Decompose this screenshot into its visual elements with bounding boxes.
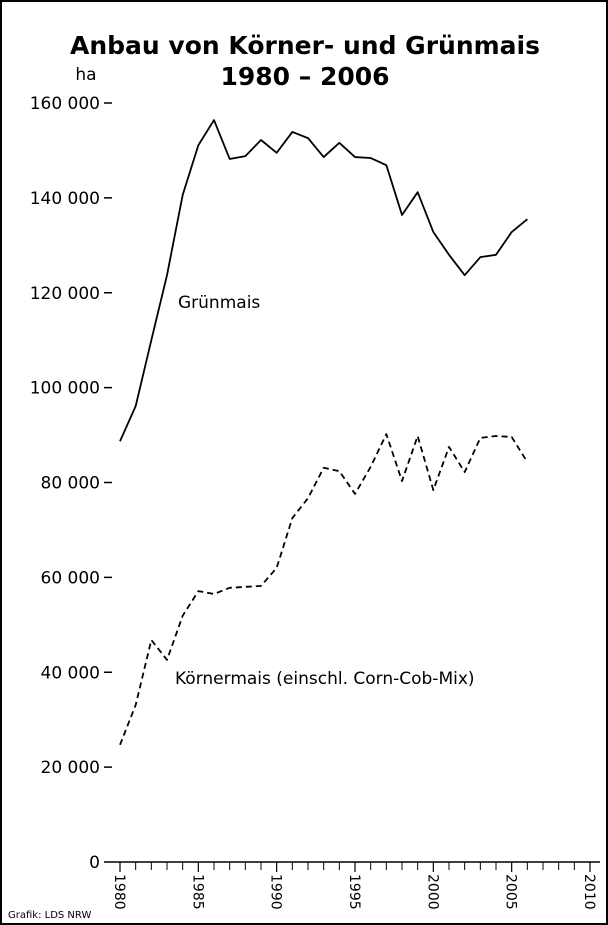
source: Grafik: LDS NRW bbox=[8, 910, 91, 921]
x-tick-label: 1985 bbox=[189, 874, 205, 910]
y-tick-label: 120 000 bbox=[30, 284, 100, 304]
y-tick-label: 40 000 bbox=[41, 663, 100, 683]
series-line bbox=[119, 433, 529, 746]
x-tick-label: 2005 bbox=[503, 874, 519, 910]
y-axis-label: ha bbox=[75, 65, 96, 85]
chart-subtitle: 1980 – 2006 bbox=[220, 62, 389, 91]
y-tick-label: 160 000 bbox=[30, 94, 100, 114]
x-tick-label: 2000 bbox=[424, 874, 440, 910]
y-tick-label: 0 bbox=[89, 853, 100, 873]
y-tick-label: 140 000 bbox=[30, 189, 100, 209]
y-tick-label: 100 000 bbox=[30, 379, 100, 399]
series-line bbox=[119, 119, 528, 442]
x-tick-label: 1980 bbox=[111, 874, 127, 910]
x-tick-label: 2010 bbox=[581, 874, 597, 910]
y-tick-label: 80 000 bbox=[41, 474, 100, 494]
x-tick-label: 1990 bbox=[268, 874, 284, 910]
series-label: Grünmais bbox=[178, 293, 260, 313]
x-tick-label: 1995 bbox=[346, 874, 362, 910]
y-tick-label: 60 000 bbox=[41, 568, 100, 588]
series-label: Körnermais (einschl. Corn-Cob-Mix) bbox=[175, 669, 475, 689]
chart-title: Anbau von Körner- und Grünmais bbox=[70, 31, 540, 60]
y-tick-label: 20 000 bbox=[41, 758, 100, 778]
